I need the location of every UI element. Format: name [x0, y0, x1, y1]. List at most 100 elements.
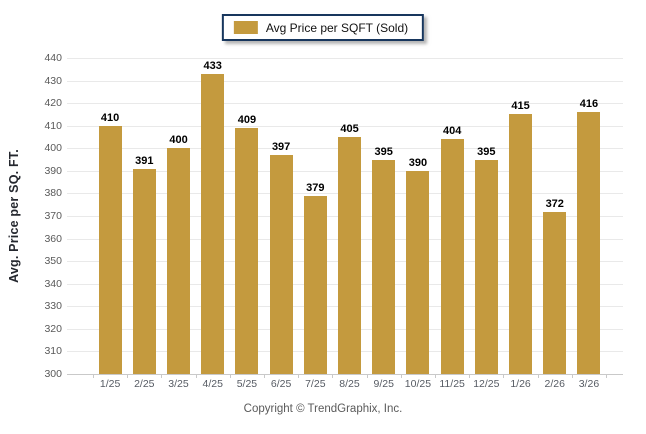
bar-12/25 — [474, 159, 498, 374]
bar-1/26 — [509, 114, 533, 374]
gridline — [67, 80, 623, 82]
legend-label: Avg Price per SQFT (Sold) — [265, 20, 409, 35]
y-tick-label: 350 — [44, 255, 62, 268]
bar-value-label: 391 — [135, 154, 154, 167]
bar-value-label: 433 — [203, 59, 222, 72]
bar-slot: 390 — [401, 58, 435, 374]
bar-slot: 416 — [572, 58, 606, 374]
y-tick-label: 410 — [44, 119, 62, 132]
bar-series: 410 391 400 433 409 397 379 405 395 390 404 395 415 3… — [93, 58, 606, 374]
x-tick-label: 12/25 — [473, 378, 500, 390]
bar-slot: 400 — [161, 58, 195, 374]
x-axis-tick — [127, 374, 129, 378]
bar-11/25 — [440, 139, 464, 374]
x-tick-label: 7/25 — [305, 378, 326, 390]
x-axis-tick — [537, 374, 539, 378]
x-tick-label: 2/26 — [544, 378, 565, 390]
plot-area: 440 430 420 410 400 390 380 370 360 350 340 330 320 3… — [44, 52, 623, 380]
gridline — [67, 374, 623, 375]
y-tick-label: 390 — [44, 164, 62, 177]
bar-value-label: 372 — [545, 197, 564, 210]
bar-3/26 — [577, 112, 601, 374]
y-tick-label: 340 — [44, 277, 62, 290]
bar-3/25 — [167, 148, 190, 374]
x-tick-label: 10/25 — [404, 378, 432, 390]
x-tick-label: 1/26 — [510, 378, 531, 390]
bar-2/26 — [543, 211, 567, 374]
y-axis-title: Avg. Price per SQ. FT. — [7, 149, 21, 283]
x-axis-labels: 1/25 2/25 3/25 4/25 5/25 6/25 7/25 8/25 9/25 10/2… — [93, 378, 606, 390]
x-tick-label: 9/25 — [373, 378, 394, 390]
y-tick-label: 400 — [44, 142, 62, 155]
x-axis-tick — [93, 374, 94, 378]
bar-6/25 — [269, 155, 293, 374]
x-axis-tick — [229, 374, 231, 378]
x-axis-tick — [469, 374, 471, 378]
x-axis-tick — [571, 374, 573, 378]
y-tick-label: 370 — [44, 210, 62, 222]
chart-legend: Avg Price per SQFT (Sold) — [221, 14, 425, 41]
bar-value-label: 409 — [237, 113, 257, 126]
bar-value-label: 416 — [579, 98, 599, 111]
bar-slot: 379 — [298, 58, 332, 374]
x-axis-tick — [606, 374, 607, 378]
bar-value-label: 404 — [442, 125, 462, 138]
bar-slot: 397 — [264, 58, 298, 374]
x-axis-tick — [195, 374, 197, 378]
x-tick-label: 3/26 — [578, 378, 600, 390]
bar-9/25 — [372, 159, 396, 374]
bar-5/25 — [235, 127, 259, 374]
y-tick-label: 380 — [44, 187, 62, 200]
bar-value-label: 395 — [477, 145, 496, 158]
bar-value-label: 390 — [408, 156, 428, 169]
x-tick-label: 4/25 — [202, 378, 223, 390]
x-tick-label: 5/25 — [236, 378, 258, 390]
y-tick-label: 320 — [44, 322, 62, 335]
gridline — [67, 125, 623, 127]
bar-slot: 433 — [196, 58, 230, 374]
bar-slot: 410 — [93, 58, 127, 374]
x-tick-label: 3/25 — [168, 378, 189, 390]
y-tick-label: 300 — [44, 368, 62, 380]
bar-slot: 395 — [367, 58, 401, 374]
bar-4/25 — [201, 73, 225, 374]
bar-slot: 405 — [332, 58, 366, 374]
bar-value-label: 405 — [340, 123, 359, 135]
y-tick-label: 430 — [44, 74, 62, 87]
x-axis-tick — [366, 374, 368, 378]
x-axis-tick — [298, 374, 300, 378]
bar-slot: 395 — [469, 58, 503, 374]
x-tick-label: 11/25 — [439, 378, 465, 390]
bar-slot: 404 — [435, 58, 469, 374]
x-tick-label: 1/25 — [99, 378, 121, 390]
x-axis-tick — [503, 374, 505, 378]
y-tick-label: 330 — [44, 300, 62, 313]
x-axis-tick — [264, 374, 265, 378]
bar-slot: 391 — [127, 58, 161, 374]
x-axis-tick — [161, 374, 163, 378]
bar-7/25 — [303, 195, 327, 374]
legend-swatch-icon — [233, 21, 258, 34]
bar-value-label: 379 — [306, 181, 325, 194]
x-tick-label: 8/25 — [339, 378, 360, 390]
bar-value-label: 410 — [100, 111, 120, 124]
x-axis-tick — [400, 374, 402, 378]
copyright-text: Copyright © TrendGraphix, Inc. — [243, 403, 403, 415]
bar-1/25 — [98, 125, 122, 374]
gridline — [67, 103, 623, 105]
bar-value-label: 415 — [511, 100, 530, 113]
y-tick-label: 310 — [44, 345, 62, 358]
x-tick-label: 6/25 — [270, 378, 292, 390]
x-tick-label: 2/25 — [134, 378, 155, 390]
y-tick-label: 420 — [44, 97, 62, 110]
gridline — [67, 58, 623, 59]
bar-value-label: 400 — [169, 134, 188, 147]
y-tick-label: 440 — [44, 52, 62, 64]
bar-value-label: 397 — [271, 141, 291, 154]
bar-value-label: 395 — [374, 145, 393, 158]
bar-2/25 — [132, 168, 156, 374]
bar-8/25 — [338, 137, 362, 374]
x-axis-tick — [435, 374, 436, 378]
x-axis-tick — [332, 374, 334, 378]
bar-slot: 409 — [230, 58, 264, 374]
